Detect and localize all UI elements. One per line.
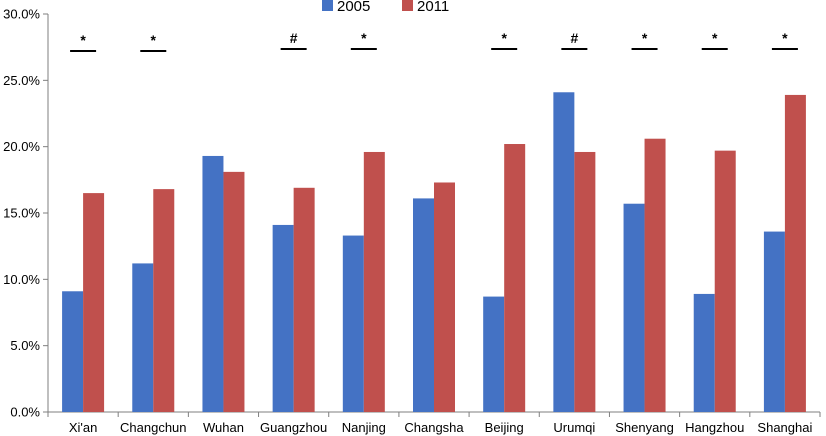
x-category-label: Urumqi	[553, 420, 595, 435]
legend: 2005 2011	[322, 0, 449, 15]
y-tick-label: 5.0%	[10, 338, 40, 353]
bar-2011	[363, 151, 385, 412]
bar-2005	[132, 263, 154, 412]
bar-2005	[553, 92, 575, 413]
y-tick-label: 0.0%	[10, 405, 40, 420]
bar-2005	[483, 296, 505, 412]
bar-2005	[763, 231, 785, 412]
bar-2005	[623, 203, 645, 412]
significance-mark: *	[501, 30, 507, 46]
x-category-label: Changsha	[404, 420, 464, 435]
y-tick-label: 10.0%	[3, 272, 40, 287]
x-category-label: Nanjing	[342, 420, 386, 435]
legend-label-2005: 2005	[337, 0, 370, 15]
significance-mark: *	[642, 30, 648, 46]
bar-2011	[223, 171, 245, 412]
y-tick-label: 25.0%	[3, 73, 40, 88]
bar-2011	[153, 189, 175, 412]
bar-2005	[342, 235, 364, 412]
bar-2005	[272, 224, 294, 412]
significance-mark: *	[151, 32, 157, 48]
significance-mark: *	[712, 30, 718, 46]
bar-2011	[293, 187, 315, 412]
x-category-label: Guangzhou	[260, 420, 327, 435]
x-category-label: Wuhan	[203, 420, 244, 435]
legend-swatch-2005	[322, 0, 333, 11]
bar-2005	[62, 291, 84, 412]
x-category-label: Changchun	[120, 420, 187, 435]
bar-2011	[504, 144, 526, 412]
x-category-label: Hangzhou	[685, 420, 744, 435]
bar-2011	[434, 182, 455, 412]
significance-mark: #	[570, 30, 578, 46]
x-category-label: Shenyang	[615, 420, 674, 435]
bar-2011	[784, 94, 806, 412]
significance-marks: * * # * * # * * *	[70, 30, 798, 52]
bar-2011	[83, 193, 105, 412]
significance-mark: *	[80, 32, 86, 48]
legend-swatch-2011	[402, 0, 413, 11]
y-tick-label: 30.0%	[3, 7, 40, 22]
bar-2005	[693, 293, 715, 412]
bar-2011	[644, 138, 666, 412]
legend-label-2011: 2011	[417, 0, 449, 15]
bar-2005	[202, 155, 224, 412]
significance-mark: *	[782, 30, 788, 46]
x-category-label: Beijing	[485, 420, 524, 435]
bar-2005	[413, 198, 434, 412]
significance-mark: #	[290, 30, 298, 46]
y-axis: 0.0% 5.0% 10.0% 15.0% 20.0% 25.0% 30.0%	[3, 7, 49, 420]
y-tick-label: 20.0%	[3, 139, 40, 154]
bars	[62, 92, 806, 413]
x-category-label: Shanghai	[757, 420, 812, 435]
y-tick-label: 15.0%	[3, 206, 40, 221]
x-axis: Xi'an Changchun Wuhan Guangzhou Nanjing Chang…	[47, 411, 821, 435]
bar-2011	[714, 150, 736, 412]
bar-2011	[574, 151, 596, 412]
x-category-label: Xi'an	[69, 420, 98, 435]
significance-mark: *	[361, 30, 367, 46]
